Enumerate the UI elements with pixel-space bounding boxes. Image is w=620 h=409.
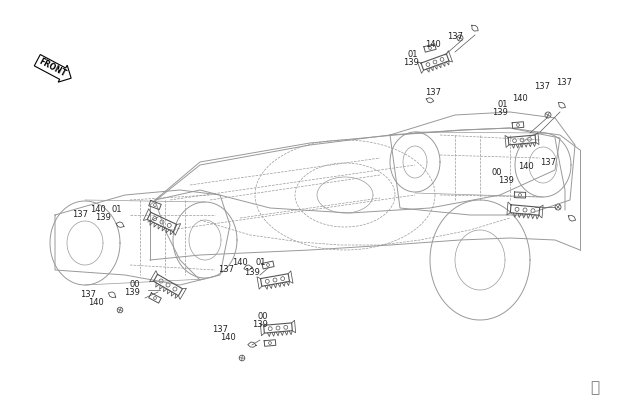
Text: 139: 139 (252, 320, 268, 329)
Text: Ⓦ: Ⓦ (590, 380, 600, 396)
Text: 137: 137 (218, 265, 234, 274)
Text: 01: 01 (112, 205, 123, 214)
Text: 137: 137 (72, 210, 88, 219)
Text: 137: 137 (80, 290, 96, 299)
Text: 137: 137 (556, 78, 572, 87)
Text: 140: 140 (425, 40, 441, 49)
Text: 140: 140 (88, 298, 104, 307)
Text: 137: 137 (534, 82, 550, 91)
Text: 01: 01 (497, 100, 508, 109)
Text: 01: 01 (407, 50, 417, 59)
Text: 140: 140 (518, 162, 534, 171)
Text: 139: 139 (95, 213, 111, 222)
Text: 139: 139 (403, 58, 419, 67)
Text: 139: 139 (498, 176, 514, 185)
Text: 00: 00 (130, 280, 141, 289)
Text: 140: 140 (512, 94, 528, 103)
Text: FRONT: FRONT (37, 57, 67, 79)
Text: 139: 139 (244, 268, 260, 277)
Text: 140: 140 (90, 205, 106, 214)
Text: 137: 137 (212, 325, 228, 334)
Text: 137: 137 (425, 88, 441, 97)
Text: 140: 140 (220, 333, 236, 342)
Text: 01: 01 (256, 258, 267, 267)
Text: 139: 139 (124, 288, 140, 297)
Text: 140: 140 (232, 258, 248, 267)
Text: 00: 00 (492, 168, 502, 177)
Text: 137: 137 (447, 32, 463, 41)
Text: 00: 00 (258, 312, 268, 321)
Text: 137: 137 (540, 158, 556, 167)
Text: 139: 139 (492, 108, 508, 117)
